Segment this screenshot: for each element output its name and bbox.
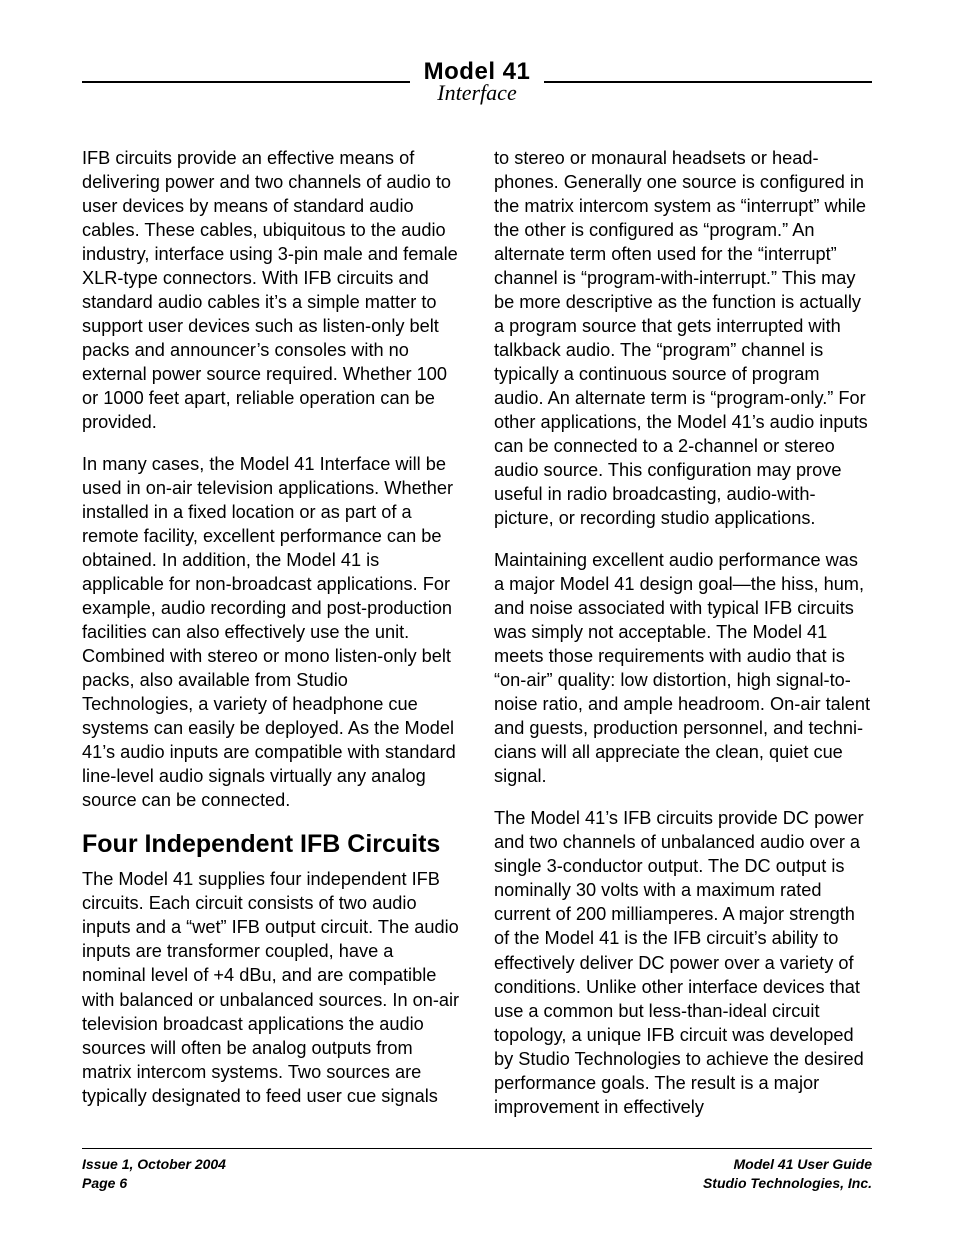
body-paragraph: to stereo or monaural headsets or head­p… [494,146,872,530]
header-title-block: Model 41 Interface [410,60,545,104]
page-footer: Issue 1, October 2004 Page 6 Model 41 Us… [82,1148,872,1193]
content-columns: IFB circuits provide an effective means … [82,146,872,1137]
footer-company: Studio Technologies, Inc. [703,1174,872,1193]
header-rule-left [82,81,410,83]
header-rule-row: Model 41 Interface [82,60,872,104]
body-paragraph: IFB circuits provide an effective means … [82,146,460,434]
footer-doc-title: Model 41 User Guide [703,1155,872,1174]
header-rule-right [544,81,872,83]
body-paragraph: The Model 41’s IFB circuits provide DC p… [494,806,872,1118]
left-column: IFB circuits provide an effective means … [82,146,460,1137]
body-paragraph: In many cases, the Model 41 Interface wi… [82,452,460,812]
footer-issue-date: Issue 1, October 2004 [82,1155,226,1174]
footer-right: Model 41 User Guide Studio Technologies,… [703,1155,872,1193]
body-paragraph: The Model 41 supplies four independent I… [82,867,460,1107]
footer-left: Issue 1, October 2004 Page 6 [82,1155,226,1193]
section-heading: Four Independent IFB Circuits [82,830,460,859]
header-subtitle: Interface [424,82,531,104]
right-column: to stereo or monaural headsets or head­p… [494,146,872,1137]
body-paragraph: Maintaining excellent audio performance … [494,548,872,788]
footer-page-number: Page 6 [82,1174,226,1193]
